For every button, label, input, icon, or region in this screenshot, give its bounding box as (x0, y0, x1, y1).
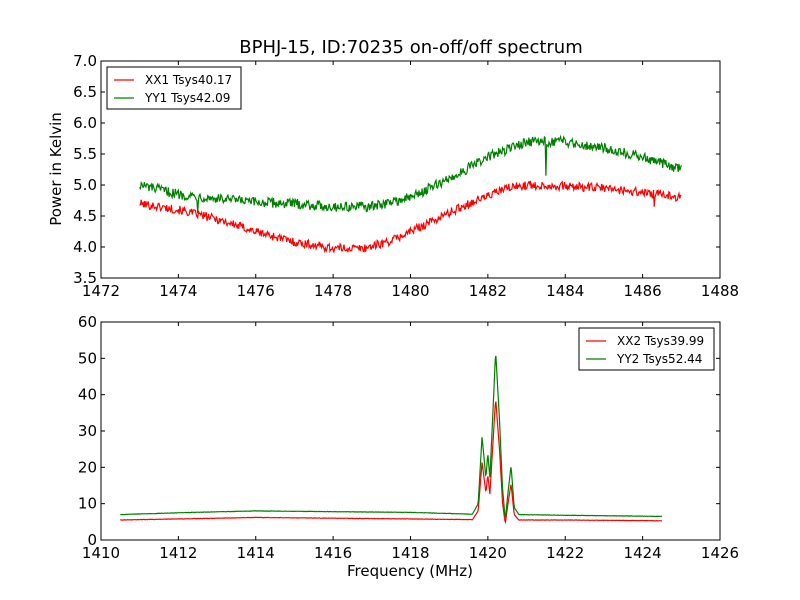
y-tick-label: 3.5 (73, 269, 97, 287)
x-tick-label: 1472 (82, 282, 120, 300)
y-tick-label: 5.0 (73, 176, 97, 194)
top-plot-lines (139, 134, 682, 254)
series-line-xx2 (120, 401, 662, 525)
bottom-x-axis-label: Frequency (MHz) (347, 562, 473, 580)
x-tick-label: 1410 (82, 544, 120, 562)
x-tick-label: 1476 (237, 282, 275, 300)
y-tick-label: 5.5 (73, 145, 97, 163)
y-tick-label: 10 (78, 495, 97, 513)
y-tick-label: 30 (78, 422, 97, 440)
x-tick-label: 1480 (391, 282, 429, 300)
x-tick-label: 1482 (469, 282, 507, 300)
y-tick-label: 20 (78, 458, 97, 476)
x-tick-label: 1420 (469, 544, 507, 562)
series-line-yy1 (139, 134, 682, 213)
y-tick-label: 50 (78, 349, 97, 367)
legend-box (578, 327, 715, 371)
x-tick-label: 1486 (624, 282, 662, 300)
x-tick-label: 1416 (314, 544, 352, 562)
y-tick-label: 7.0 (73, 52, 97, 70)
y-tick-label: 4.0 (73, 238, 97, 256)
x-tick-label: 1418 (391, 544, 429, 562)
y-tick-label: 6.5 (73, 83, 97, 101)
top-ticks: 1472 1474 1476 1478 1480 1482 1484 1486 1488 3.5 4… (73, 52, 739, 300)
x-tick-label: 1422 (546, 544, 584, 562)
bottom-legend: XX2 Tsys39.99 YY2 Tsys52.44 (578, 327, 715, 371)
legend-label: XX1 Tsys40.17 (145, 73, 232, 87)
series-line-yy2 (120, 355, 663, 519)
top-spectrum-panel: 1472 1474 1476 1478 1480 1482 1484 1486 1488 3.5 4… (47, 52, 739, 300)
x-tick-label: 1484 (546, 282, 584, 300)
top-legend: XX1 Tsys40.17 YY1 Tsys42.09 (106, 66, 242, 110)
y-tick-label: 6.0 (73, 114, 97, 132)
y-tick-label: 0 (87, 531, 97, 549)
legend-label: XX2 Tsys39.99 (617, 334, 704, 348)
x-tick-label: 1474 (159, 282, 197, 300)
x-tick-label: 1478 (314, 282, 352, 300)
bottom-plot-lines (120, 355, 663, 525)
y-tick-label: 60 (78, 313, 97, 331)
x-tick-label: 1414 (237, 544, 275, 562)
bottom-spectrum-panel: 1410 1412 1414 1416 1418 1420 1422 1424 1426 0 10 2… (78, 313, 739, 580)
bottom-ticks: 1410 1412 1414 1416 1418 1420 1422 1424 1426 0 10 2… (78, 313, 739, 562)
legend-label: YY2 Tsys52.44 (616, 352, 702, 366)
x-tick-label: 1412 (159, 544, 197, 562)
x-tick-label: 1488 (701, 282, 739, 300)
x-tick-label: 1424 (624, 544, 662, 562)
legend-box (106, 66, 242, 110)
y-tick-label: 40 (78, 386, 97, 404)
chart-title: BPHJ-15, ID:70235 on-off/off spectrum (239, 37, 583, 58)
y-tick-label: 4.5 (73, 207, 97, 225)
x-tick-label: 1426 (701, 544, 739, 562)
legend-label: YY1 Tsys42.09 (144, 91, 230, 105)
top-y-axis-label: Power in Kelvin (47, 112, 65, 226)
series-line-xx1 (139, 180, 682, 254)
